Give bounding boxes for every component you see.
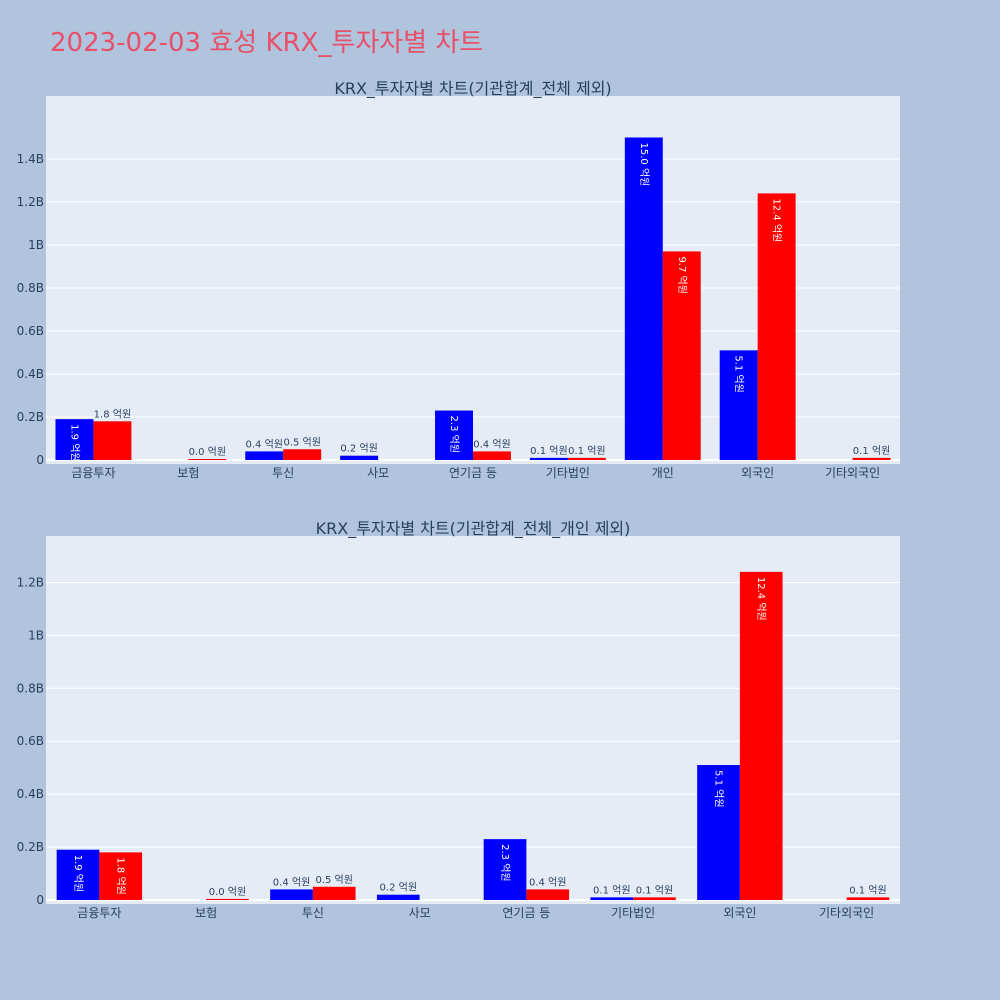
bar — [739, 571, 783, 900]
data-label: 2.3 억원 — [448, 416, 460, 453]
data-label: 0.0 억원 — [189, 446, 226, 458]
bar — [473, 451, 511, 460]
bar — [624, 137, 663, 460]
bar — [245, 451, 284, 460]
bar — [852, 457, 891, 460]
data-label: 0.1 억원 — [568, 445, 605, 457]
chart-title: KRX_투자자별 차트(기관합계_전체 제외) — [334, 79, 611, 99]
y-tick-label: 0 — [36, 453, 44, 467]
data-label: 0.4 억원 — [529, 876, 566, 888]
x-tick-label: 기타외국인 — [819, 906, 874, 920]
y-tick-label: 1.2B — [17, 195, 44, 209]
data-label: 5.1 억원 — [713, 770, 725, 807]
bar — [526, 889, 570, 900]
data-label: 0.1 억원 — [636, 884, 673, 896]
data-label: 0.2 억원 — [340, 443, 377, 455]
y-tick-label: 0.8B — [17, 281, 44, 295]
bar — [376, 894, 420, 900]
data-label: 0.2 억원 — [380, 882, 417, 894]
data-label: 15.0 억원 — [638, 143, 650, 187]
data-label: 9.7 억원 — [676, 256, 688, 293]
bar — [757, 193, 796, 460]
bar — [529, 457, 568, 460]
data-label: 0.1 억원 — [849, 884, 886, 896]
y-tick-label: 1.2B — [17, 575, 44, 589]
x-tick-label: 보험 — [195, 906, 217, 920]
x-tick-label: 연기금 등 — [502, 906, 550, 920]
bar — [99, 852, 143, 900]
data-label: 0.5 억원 — [283, 436, 320, 448]
data-label: 0.4 억원 — [246, 438, 283, 450]
x-tick-label: 기타외국인 — [825, 466, 880, 480]
x-tick-label: 금융투자 — [71, 466, 115, 480]
data-label: 0.4 억원 — [273, 876, 310, 888]
bar — [590, 897, 634, 900]
bar — [270, 889, 313, 900]
bar — [93, 421, 132, 460]
data-label: 2.3 억원 — [499, 844, 511, 881]
x-tick-label: 연기금 등 — [449, 466, 497, 480]
bar — [633, 897, 676, 900]
x-tick-label: 사모 — [409, 906, 431, 920]
data-label: 0.0 억원 — [209, 886, 246, 898]
y-tick-label: 0 — [36, 893, 44, 907]
data-label: 0.1 억원 — [593, 884, 630, 896]
y-tick-label: 1B — [28, 628, 44, 642]
bar — [662, 251, 701, 460]
bar — [483, 839, 527, 900]
bar — [55, 419, 94, 460]
y-tick-label: 1B — [28, 238, 44, 252]
y-tick-label: 1.4B — [17, 152, 44, 166]
data-label: 1.8 억원 — [94, 408, 131, 420]
data-label: 1.9 억원 — [68, 424, 80, 461]
data-label: 0.5 억원 — [315, 874, 352, 886]
x-tick-label: 기타법인 — [546, 466, 590, 480]
data-label: 5.1 억원 — [733, 355, 745, 392]
bar — [697, 765, 740, 900]
x-tick-label: 보험 — [177, 466, 199, 480]
data-label: 0.4 억원 — [473, 438, 510, 450]
y-tick-label: 0.6B — [17, 734, 44, 748]
chart-bottom: KRX_투자자별 차트(기관합계_전체_개인 제외) 0 0.2B 0.4B 0.6B 0… — [17, 519, 900, 920]
chart-title: KRX_투자자별 차트(기관합계_전체_개인 제외) — [316, 519, 631, 539]
bar — [567, 457, 606, 460]
x-tick-label: 투신 — [272, 466, 294, 480]
data-label: 0.1 억원 — [853, 445, 890, 457]
x-tick-label: 금융투자 — [77, 906, 121, 920]
y-tick-label: 0.2B — [17, 840, 44, 854]
x-tick-label: 기타법인 — [611, 906, 655, 920]
x-tick-label: 사모 — [367, 466, 389, 480]
bar — [283, 449, 322, 460]
data-label: 1.8 억원 — [115, 857, 127, 894]
y-tick-label: 0.4B — [17, 367, 44, 381]
y-tick-label: 0.8B — [17, 681, 44, 695]
page-title: 2023-02-03 효성 KRX_투자자별 차트 — [50, 28, 484, 58]
bar — [435, 410, 473, 460]
bar — [312, 886, 356, 900]
data-label: 0.1 억원 — [530, 445, 567, 457]
bar — [846, 897, 890, 900]
bar — [719, 350, 758, 460]
bar — [188, 459, 227, 460]
bar — [340, 455, 379, 460]
x-tick-label: 개인 — [652, 466, 674, 480]
x-tick-label: 외국인 — [723, 906, 756, 920]
x-tick-label: 투신 — [302, 906, 324, 920]
data-label: 12.4 억원 — [771, 198, 783, 242]
y-tick-label: 0.4B — [17, 787, 44, 801]
x-tick-label: 외국인 — [741, 466, 774, 480]
y-tick-label: 0.2B — [17, 410, 44, 424]
y-tick-label: 0.6B — [17, 324, 44, 338]
data-label: 12.4 억원 — [755, 577, 767, 621]
data-label: 1.9 억원 — [72, 855, 84, 892]
bar — [206, 898, 249, 900]
bar — [56, 849, 100, 900]
chart-top: KRX_투자자별 차트(기관합계_전체 제외) 0 0.2B 0.4B 0.6B 0.8B… — [17, 79, 900, 480]
